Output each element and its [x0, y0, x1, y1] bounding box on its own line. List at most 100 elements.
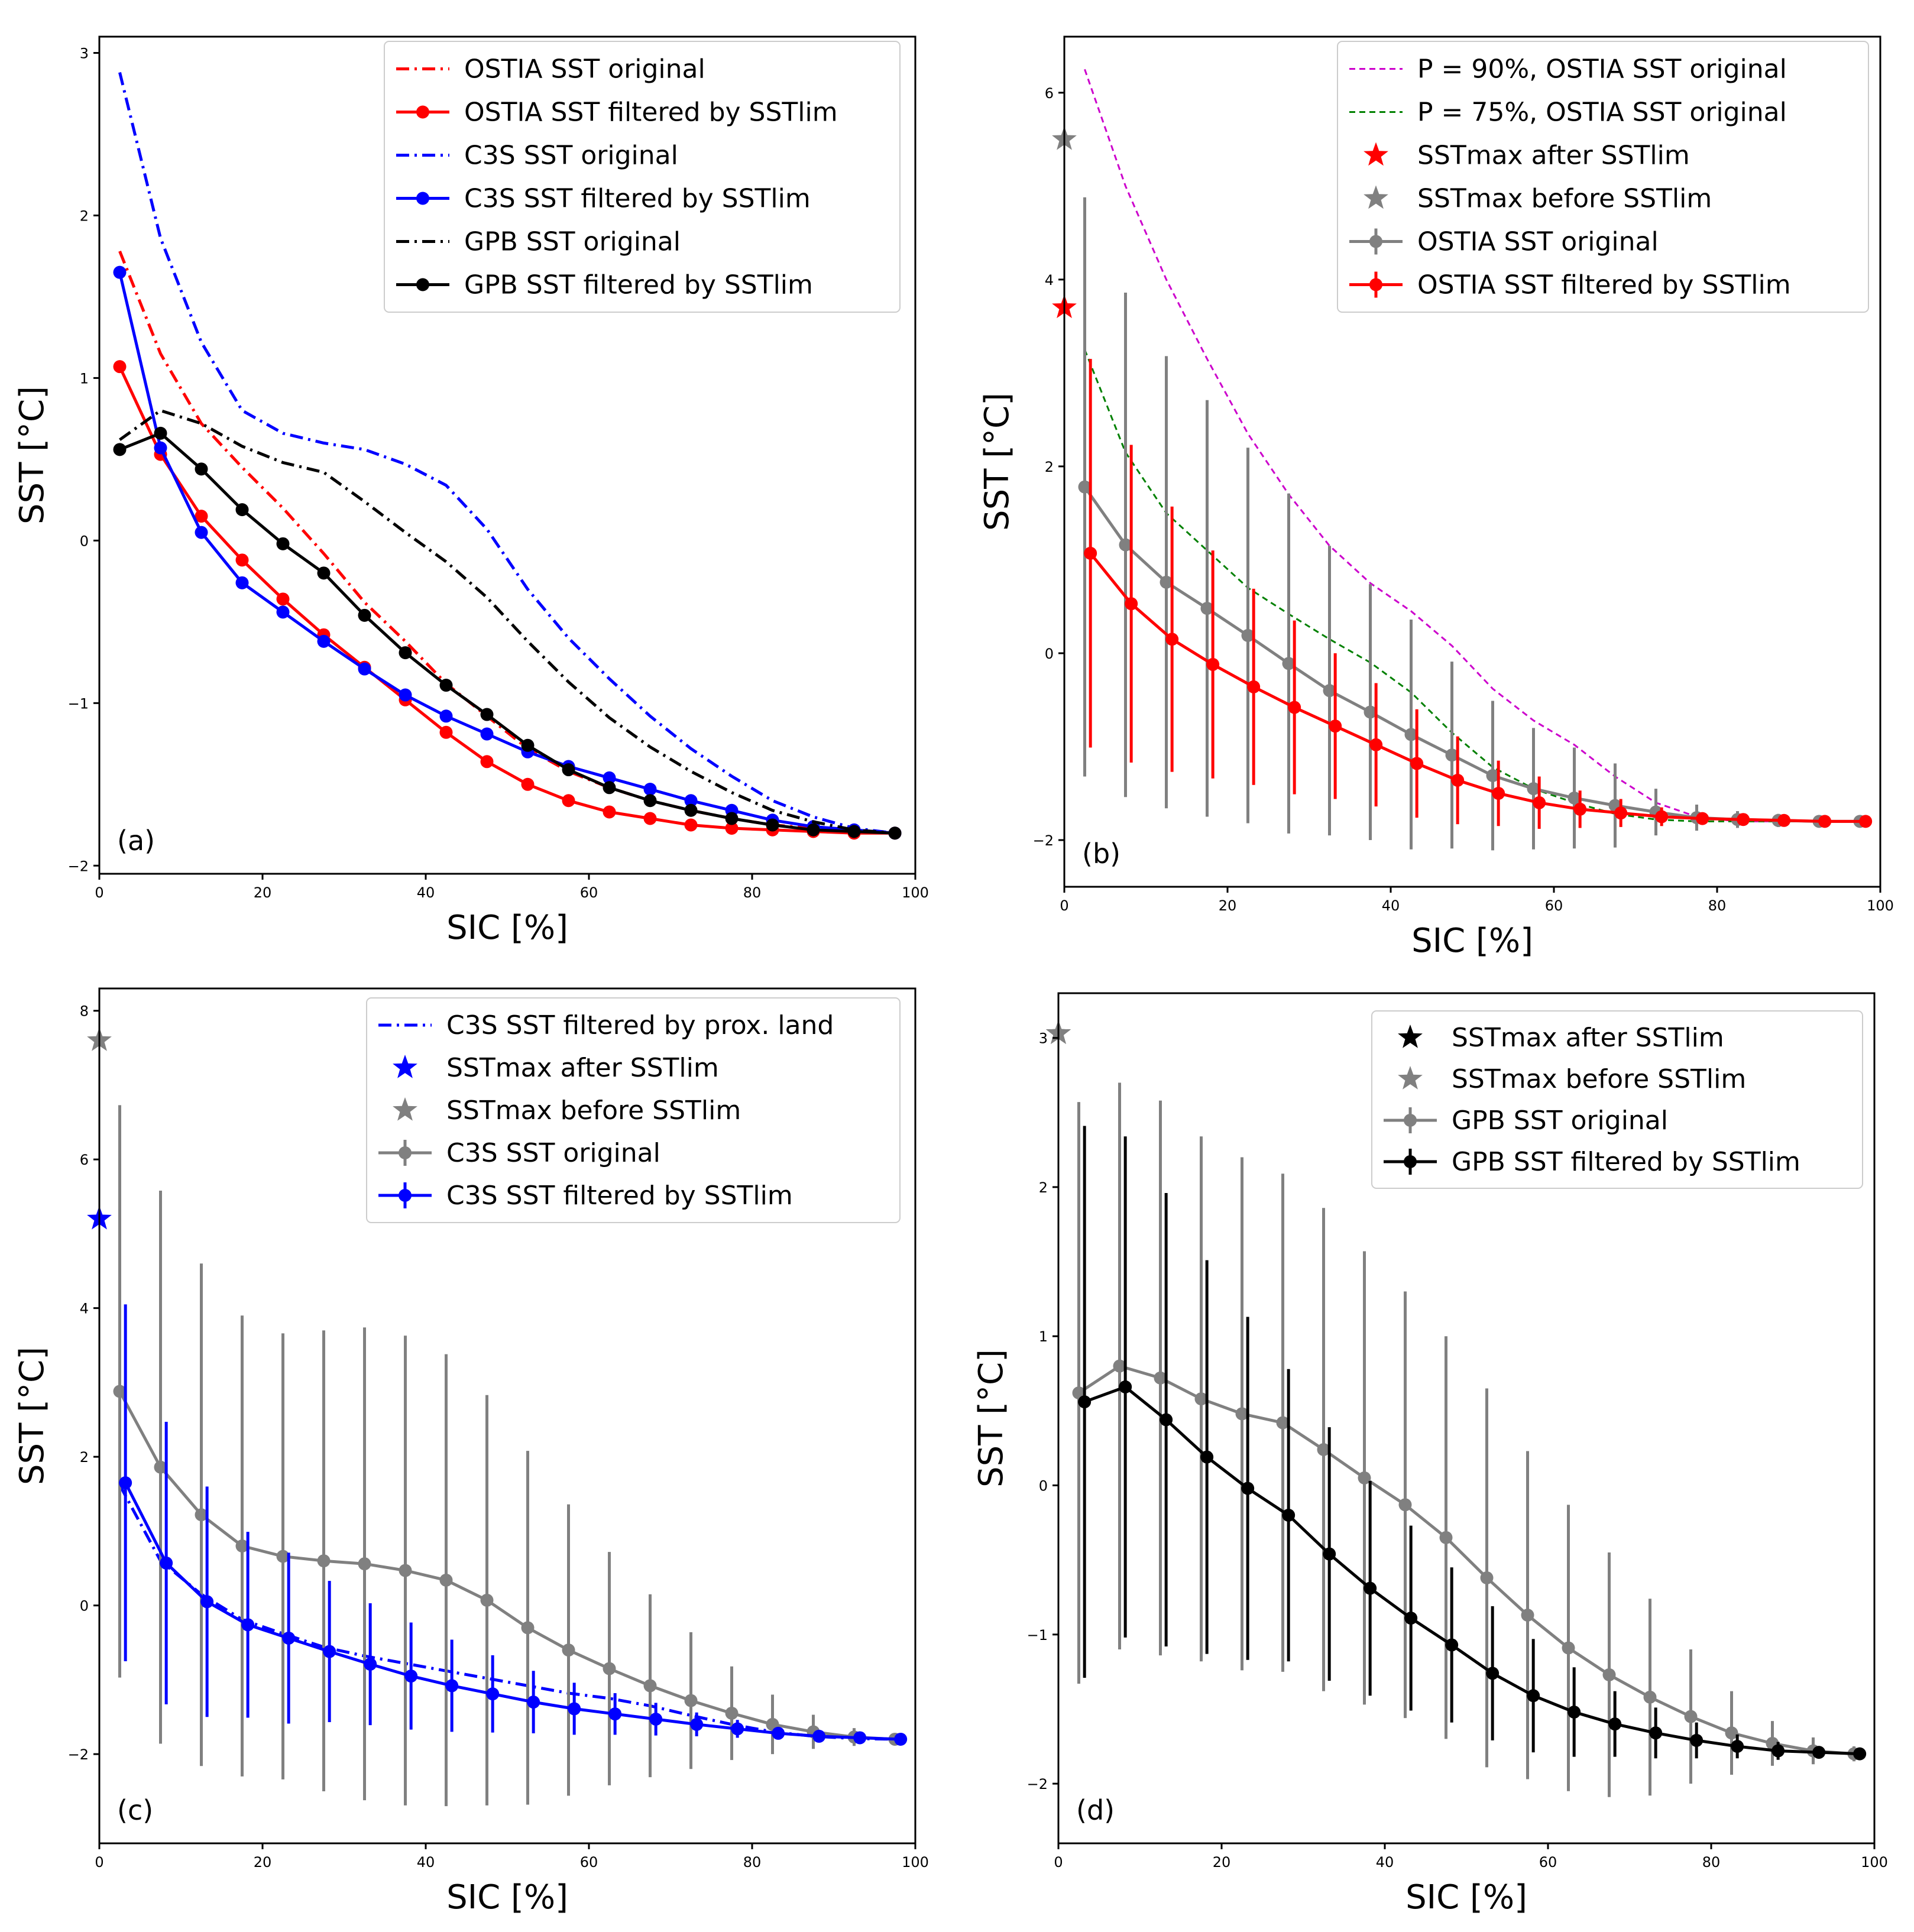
series-line [1083, 486, 1860, 823]
legend-swatch-marker [416, 192, 429, 205]
data-point [562, 1644, 575, 1657]
x-tick-label: 100 [902, 1854, 929, 1871]
x-tick-label: 100 [1861, 1854, 1888, 1871]
data-point [1329, 719, 1342, 733]
x-tick-label: 0 [1060, 897, 1068, 914]
series-line [118, 272, 895, 835]
legend-label: OSTIA SST original [464, 54, 705, 85]
data-point [1568, 791, 1581, 805]
data-point [1323, 684, 1336, 698]
data-point [480, 1593, 494, 1607]
x-tick-label: 20 [254, 884, 272, 901]
x-tick-label: 60 [580, 884, 598, 901]
data-point [1282, 1508, 1296, 1522]
data-point [358, 1557, 371, 1571]
legend-box [366, 997, 901, 1223]
data-point [894, 1732, 908, 1746]
data-point [276, 537, 290, 550]
data-point [684, 794, 698, 808]
series-3 [1078, 1126, 1867, 1761]
legend-swatch-star [1398, 1025, 1423, 1048]
data-point [603, 805, 616, 819]
data-point [1241, 628, 1255, 642]
data-point [643, 794, 657, 808]
legend-box [384, 41, 901, 313]
data-point [1725, 1726, 1738, 1740]
y-tick-label: 2 [1039, 1179, 1048, 1196]
y-tick-label: 4 [1045, 272, 1054, 288]
series-line [124, 1482, 901, 1741]
data-point [1165, 633, 1179, 646]
data-point [1317, 1442, 1330, 1456]
series-line [119, 432, 895, 835]
data-point [200, 1595, 214, 1609]
y-tick-label: 2 [1045, 459, 1054, 475]
data-point [1247, 680, 1261, 693]
data-point [853, 1731, 867, 1745]
data-point [562, 763, 575, 777]
y-tick-label: 0 [80, 533, 89, 549]
data-point [1160, 1413, 1173, 1427]
legend-swatch-marker [1369, 235, 1382, 248]
data-point [195, 510, 208, 523]
x-tick-label: 40 [1382, 897, 1400, 914]
data-point [276, 592, 290, 606]
y-tick-label: −2 [1027, 1776, 1048, 1792]
data-point [731, 1722, 744, 1736]
data-point [772, 1726, 785, 1740]
legend-label: C3S SST original [464, 141, 678, 171]
data-point [480, 708, 494, 721]
series-1 [113, 360, 902, 840]
data-point [603, 1662, 616, 1675]
data-point [1364, 705, 1377, 719]
data-point [241, 1618, 255, 1632]
panel-label: (a) [117, 825, 155, 857]
y-axis-label: SST [°C] [978, 393, 1016, 531]
data-point [684, 818, 698, 832]
data-point [1608, 1717, 1622, 1731]
legend-label: GPB SST filtered by SSTlim [1452, 1147, 1800, 1177]
x-tick-label: 40 [1376, 1854, 1394, 1871]
data-point [1445, 748, 1459, 762]
legend-label: GPB SST filtered by SSTlim [464, 270, 813, 300]
panel-c: 0 20 40 60 80 100 −2 0 2 4 6 8 SIC [%] SST [°C] (c) C3S… [13, 987, 929, 1917]
y-tick-label: −2 [68, 858, 89, 874]
y-axis-label: SST [°C] [13, 1347, 51, 1485]
data-point [154, 1460, 167, 1474]
x-tick-label: 40 [417, 884, 435, 901]
series-line [1078, 1364, 1854, 1756]
x-tick-label: 80 [743, 1854, 762, 1871]
data-point [1113, 1359, 1126, 1373]
data-point [521, 738, 535, 752]
data-point [276, 605, 290, 619]
series-0 [118, 1484, 895, 1741]
data-point [847, 825, 861, 838]
legend-swatch-marker [1404, 1114, 1417, 1127]
legend-swatch-star [393, 1055, 417, 1078]
data-point [1737, 813, 1750, 826]
data-point [1486, 1667, 1500, 1680]
y-tick-label: 4 [80, 1301, 89, 1317]
x-tick-label: 80 [743, 884, 762, 901]
y-axis-label: SST [°C] [13, 386, 51, 524]
data-point [1602, 1668, 1616, 1681]
data-point [1684, 1710, 1698, 1723]
legend-box [1371, 1010, 1863, 1189]
data-point [684, 1694, 698, 1707]
series-line [1084, 349, 1860, 822]
panel-label: (b) [1082, 838, 1120, 870]
legend-label: OSTIA SST filtered by SSTlim [464, 98, 838, 128]
legend-label: OSTIA SST original [1417, 227, 1659, 257]
data-point [1853, 1747, 1867, 1761]
x-tick-label: 60 [1539, 1854, 1557, 1871]
data-point [521, 1621, 535, 1635]
y-tick-label: 6 [80, 1152, 89, 1168]
legend-swatch-star [1364, 185, 1388, 209]
legend-label: P = 75%, OSTIA SST original [1417, 98, 1787, 128]
data-point [1655, 810, 1669, 824]
legend-label: GPB SST original [1452, 1106, 1668, 1136]
series-3 [113, 1105, 902, 1807]
data-point [725, 1706, 739, 1720]
data-point [1690, 1733, 1704, 1747]
